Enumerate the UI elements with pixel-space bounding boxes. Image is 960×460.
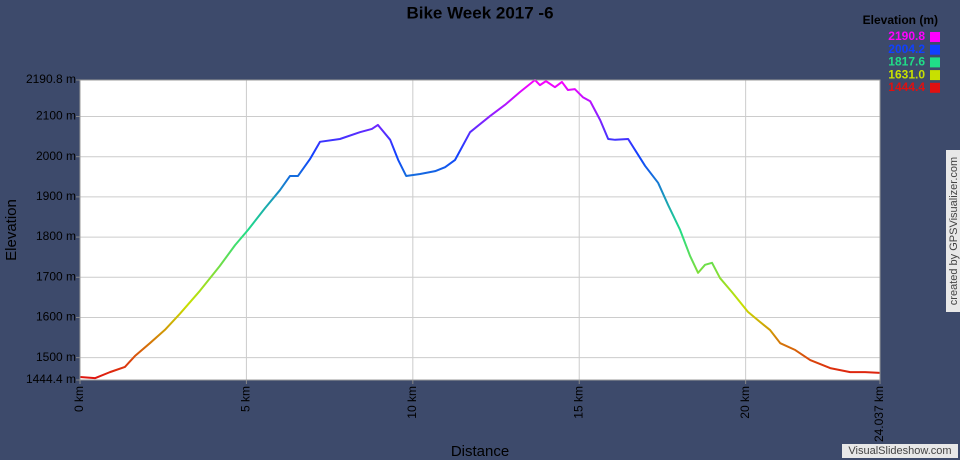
legend-label: 2004.2 <box>888 42 925 56</box>
legend-title: Elevation (m) <box>863 13 938 27</box>
x-tick-label: 24.037 km <box>872 386 886 442</box>
x-tick-label: 15 km <box>571 386 585 419</box>
legend-label: 1444.4 <box>888 80 925 94</box>
y-tick-label: 1500 m <box>36 350 76 364</box>
y-axis-title: Elevation <box>3 199 20 261</box>
legend-swatch <box>930 70 940 81</box>
plot-border <box>79 79 881 381</box>
legend-label: 1631.0 <box>888 67 925 81</box>
y-tick-label: 1600 m <box>36 310 76 324</box>
credit: created by GPSVisualizer.com <box>948 157 960 305</box>
y-tick-label: 1444.4 m <box>26 372 76 386</box>
elevation-line <box>79 79 881 380</box>
y-tick-label: 1700 m <box>36 269 76 283</box>
plot-area <box>80 80 880 380</box>
watermark: VisualSlideshow.com <box>848 445 951 457</box>
legend-label: 1817.6 <box>888 55 925 69</box>
y-tick-label: 2100 m <box>36 109 76 123</box>
x-tick-label: 20 km <box>738 386 752 419</box>
y-tick-label: 2190.8 m <box>26 72 76 86</box>
legend-swatch <box>930 44 940 55</box>
x-tick-label: 0 km <box>72 386 86 412</box>
legend-label: 2190.8 <box>888 29 925 43</box>
y-tick-label: 1900 m <box>36 189 76 203</box>
watermark-box <box>842 444 958 458</box>
chart-title: Bike Week 2017 -6 <box>406 3 553 22</box>
x-tick-label: 10 km <box>405 386 419 419</box>
legend-swatch <box>930 57 940 68</box>
legend-swatch <box>930 82 940 93</box>
y-tick-label: 1800 m <box>36 229 76 243</box>
x-tick-label: 5 km <box>239 386 253 412</box>
x-axis-title: Distance <box>451 443 509 460</box>
credit-box <box>946 150 960 312</box>
legend-swatch <box>930 32 940 42</box>
y-tick-label: 2000 m <box>36 149 76 163</box>
